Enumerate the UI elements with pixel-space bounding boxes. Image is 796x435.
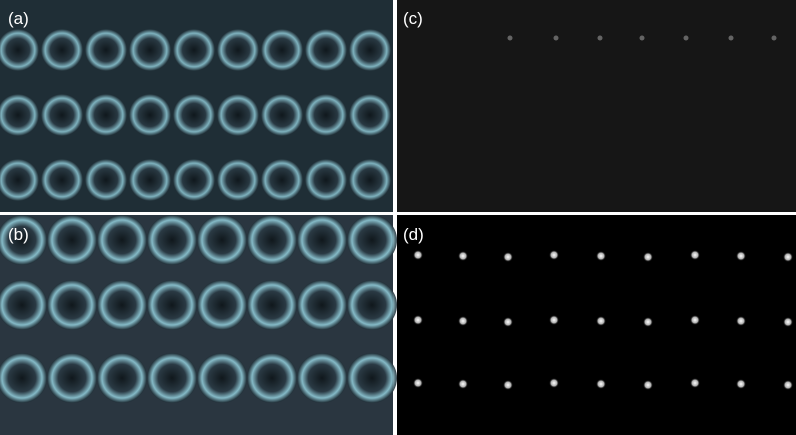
panel-d — [397, 215, 796, 435]
well — [349, 94, 391, 136]
well — [197, 215, 247, 265]
well — [305, 159, 347, 201]
bright-spot — [690, 378, 700, 388]
well — [47, 353, 97, 403]
bright-spot — [503, 252, 513, 262]
well — [85, 94, 127, 136]
well — [261, 94, 303, 136]
bright-spot — [596, 316, 606, 326]
well — [47, 215, 97, 265]
well — [147, 280, 197, 330]
bright-spot — [549, 378, 559, 388]
faint-spot — [729, 36, 734, 41]
bright-spot — [503, 380, 513, 390]
bright-spot — [503, 317, 513, 327]
well — [85, 159, 127, 201]
bright-spot — [643, 380, 653, 390]
well — [41, 94, 83, 136]
bright-spot — [643, 252, 653, 262]
faint-spot — [640, 36, 645, 41]
well — [85, 29, 127, 71]
well — [217, 29, 259, 71]
faint-spot — [554, 36, 559, 41]
well — [147, 353, 197, 403]
bright-spot — [458, 251, 468, 261]
well — [305, 29, 347, 71]
bright-spot — [596, 379, 606, 389]
bright-spot — [413, 315, 423, 325]
bright-spot — [413, 250, 423, 260]
faint-spot — [508, 36, 513, 41]
well — [247, 215, 297, 265]
well — [147, 215, 197, 265]
panel-label: (a) — [8, 9, 29, 28]
well — [347, 353, 397, 403]
bright-spot — [596, 251, 606, 261]
well — [261, 29, 303, 71]
bright-spot — [690, 250, 700, 260]
well — [349, 159, 391, 201]
well — [41, 29, 83, 71]
bright-spot — [736, 251, 746, 261]
bright-spot — [458, 316, 468, 326]
well — [47, 280, 97, 330]
well — [217, 159, 259, 201]
well — [173, 94, 215, 136]
well — [173, 159, 215, 201]
well — [297, 280, 347, 330]
well — [173, 29, 215, 71]
panel-c — [397, 0, 796, 212]
well — [247, 280, 297, 330]
well — [297, 353, 347, 403]
well — [197, 353, 247, 403]
faint-spot — [684, 36, 689, 41]
well — [247, 353, 297, 403]
panel-label: (c) — [403, 9, 423, 28]
well — [217, 94, 259, 136]
well — [197, 280, 247, 330]
well — [129, 29, 171, 71]
well — [97, 280, 147, 330]
bright-spot — [458, 379, 468, 389]
well — [305, 94, 347, 136]
well — [41, 159, 83, 201]
well — [297, 215, 347, 265]
bright-spot — [783, 252, 793, 262]
well — [261, 159, 303, 201]
well — [347, 215, 397, 265]
bright-spot — [736, 316, 746, 326]
well — [129, 94, 171, 136]
panel-label: (d) — [403, 225, 424, 244]
panel-label: (b) — [8, 225, 29, 244]
bright-spot — [736, 379, 746, 389]
well — [129, 159, 171, 201]
bright-spot — [549, 250, 559, 260]
bright-spot — [783, 380, 793, 390]
bright-spot — [783, 317, 793, 327]
bright-spot — [643, 317, 653, 327]
bright-spot — [549, 315, 559, 325]
well — [349, 29, 391, 71]
well — [97, 215, 147, 265]
faint-spot — [772, 36, 777, 41]
faint-spot — [598, 36, 603, 41]
well — [347, 280, 397, 330]
bright-spot — [690, 315, 700, 325]
figure: (a) (b) (c) (d) — [0, 0, 796, 435]
bright-spot — [413, 378, 423, 388]
well — [97, 353, 147, 403]
